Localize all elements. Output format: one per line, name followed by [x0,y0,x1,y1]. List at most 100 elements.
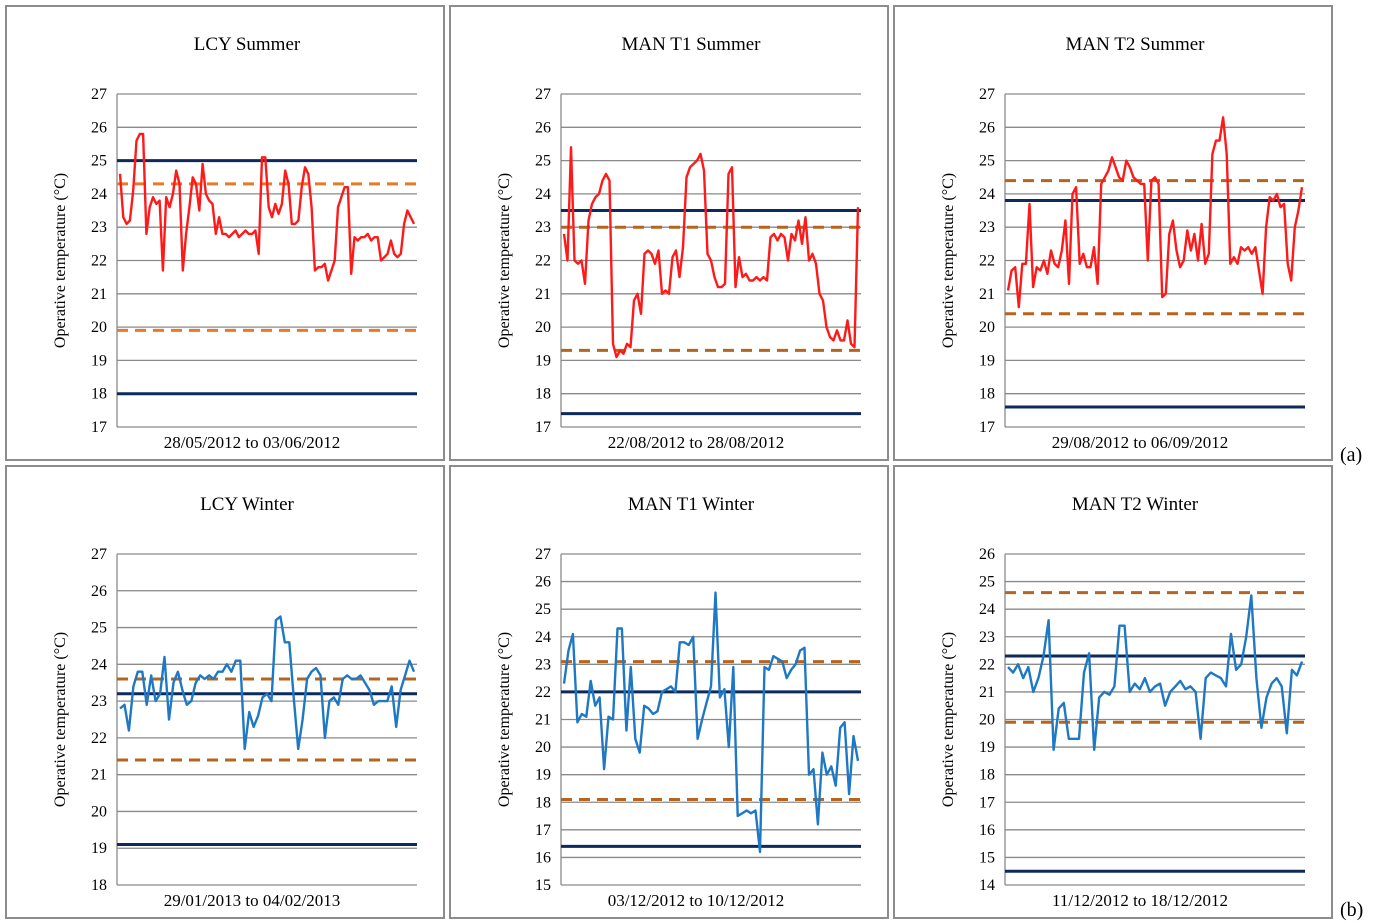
y-tick-label: 18 [91,386,107,403]
chart-panel-man-t2-summer: MAN T2 Summer 17 18 19 20 21 22 23 24 25 26 27 Opera… [893,5,1333,461]
temperature-series-line [118,132,416,282]
y-tick-label: 23 [979,629,995,646]
y-tick-label: 19 [91,352,107,369]
y-tick-label: 20 [91,319,107,336]
y-tick-label: 24 [979,186,995,203]
y-tick-label: 22 [979,253,995,270]
y-axis-label: Operative temperature (°C) [496,173,513,348]
row-label-a: (a) [1340,444,1363,466]
x-axis-caption: 29/01/2013 to 04/02/2013 [164,891,341,910]
chart-title: MAN T1 Winter [628,494,755,515]
temperature-series-line [1006,116,1304,309]
y-tick-label: 24 [535,629,551,646]
y-tick-label: 22 [91,730,107,747]
y-tick-label: 21 [979,684,995,701]
y-tick-label: 25 [535,153,551,170]
y-tick-label: 26 [535,574,551,591]
y-tick-label: 17 [91,419,107,436]
y-tick-label: 26 [91,583,107,600]
chart-svg: LCY Summer 17 18 19 20 21 22 23 24 25 26 27 Operativ… [52,34,417,452]
y-tick-label: 23 [91,693,107,710]
chart-title: LCY Summer [194,34,301,55]
y-tick-label: 22 [91,253,107,270]
y-tick-label: 21 [535,286,551,303]
y-tick-label: 17 [535,822,551,839]
y-tick-label: 25 [535,601,551,618]
y-tick-label: 27 [979,86,995,103]
y-axis-label: Operative temperature (°C) [940,173,957,348]
y-tick-label: 25 [91,620,107,637]
y-tick-label: 14 [979,877,995,894]
y-tick-label: 15 [535,877,551,894]
chart-svg: MAN T2 Summer 17 18 19 20 21 22 23 24 25 26 27 Opera… [940,34,1305,452]
y-tick-label: 17 [535,419,551,436]
y-tick-label: 26 [535,119,551,136]
temperature-series-line [562,146,860,359]
row-label-b: (b) [1340,899,1364,921]
x-axis-caption: 28/05/2012 to 03/06/2012 [164,433,341,452]
y-tick-label: 19 [535,767,551,784]
y-tick-label: 23 [91,219,107,236]
chart-svg: MAN T1 Summer 17 18 19 20 21 22 23 24 25 26 27 Opera… [496,34,861,452]
y-tick-label: 19 [535,352,551,369]
x-axis-caption: 22/08/2012 to 28/08/2012 [608,433,785,452]
chart-panel-lcy-winter: LCY Winter 18 19 20 21 22 23 24 25 26 27 Operative … [5,465,445,919]
y-tick-label: 27 [91,86,107,103]
y-tick-label: 19 [979,352,995,369]
chart-svg: LCY Winter 18 19 20 21 22 23 24 25 26 27 Operative … [52,494,417,910]
y-tick-label: 25 [91,153,107,170]
y-tick-label: 20 [91,803,107,820]
x-axis-caption: 03/12/2012 to 10/12/2012 [608,891,785,910]
y-tick-label: 22 [979,656,995,673]
y-tick-label: 21 [91,767,107,784]
y-tick-label: 17 [979,794,995,811]
y-tick-label: 26 [979,119,995,136]
y-tick-label: 22 [535,684,551,701]
y-axis-label: Operative temperature (°C) [52,632,69,807]
chart-panel-lcy-summer: LCY Summer 17 18 19 20 21 22 23 24 25 26 27 Operativ… [5,5,445,461]
temperature-series-line [562,591,860,854]
x-axis-caption: 11/12/2012 to 18/12/2012 [1052,891,1228,910]
y-axis-label: Operative temperature (°C) [496,632,513,807]
chart-title: MAN T2 Summer [1066,34,1206,55]
y-tick-label: 22 [535,253,551,270]
y-tick-label: 26 [979,546,995,563]
y-tick-label: 17 [979,419,995,436]
temperature-series-line [119,615,416,751]
y-tick-label: 19 [979,739,995,756]
y-tick-label: 24 [91,656,107,673]
y-tick-label: 24 [535,186,551,203]
y-tick-label: 18 [979,386,995,403]
y-tick-label: 16 [979,822,995,839]
y-tick-label: 21 [91,286,107,303]
y-tick-label: 16 [535,849,551,866]
chart-title: LCY Winter [200,494,294,515]
x-axis-caption: 29/08/2012 to 06/09/2012 [1052,433,1229,452]
y-tick-label: 15 [979,849,995,866]
y-tick-label: 21 [979,286,995,303]
y-tick-label: 27 [535,86,551,103]
y-tick-label: 27 [535,546,551,563]
y-tick-label: 25 [979,153,995,170]
chart-svg: MAN T1 Winter 15 16 17 18 19 20 21 22 23 24 25 26 27 O… [496,494,861,910]
y-tick-label: 26 [91,119,107,136]
y-tick-label: 21 [535,712,551,729]
y-tick-label: 20 [979,319,995,336]
y-tick-label: 24 [979,601,995,618]
y-tick-label: 19 [91,840,107,857]
y-tick-label: 18 [91,877,107,894]
y-tick-label: 18 [979,767,995,784]
y-tick-label: 23 [535,219,551,236]
y-axis-label: Operative temperature (°C) [52,173,69,348]
y-tick-label: 27 [91,546,107,563]
temperature-series-line [1007,594,1304,751]
y-tick-label: 25 [979,574,995,591]
y-tick-label: 23 [979,219,995,236]
chart-panel-man-t2-winter: MAN T2 Winter 14 15 16 17 18 19 20 21 22 23 24 25 26 O… [893,465,1333,919]
y-tick-label: 20 [979,712,995,729]
y-tick-label: 18 [535,386,551,403]
chart-svg: MAN T2 Winter 14 15 16 17 18 19 20 21 22 23 24 25 26 O… [940,494,1305,910]
y-tick-label: 20 [535,319,551,336]
y-tick-label: 18 [535,794,551,811]
y-tick-label: 24 [91,186,107,203]
